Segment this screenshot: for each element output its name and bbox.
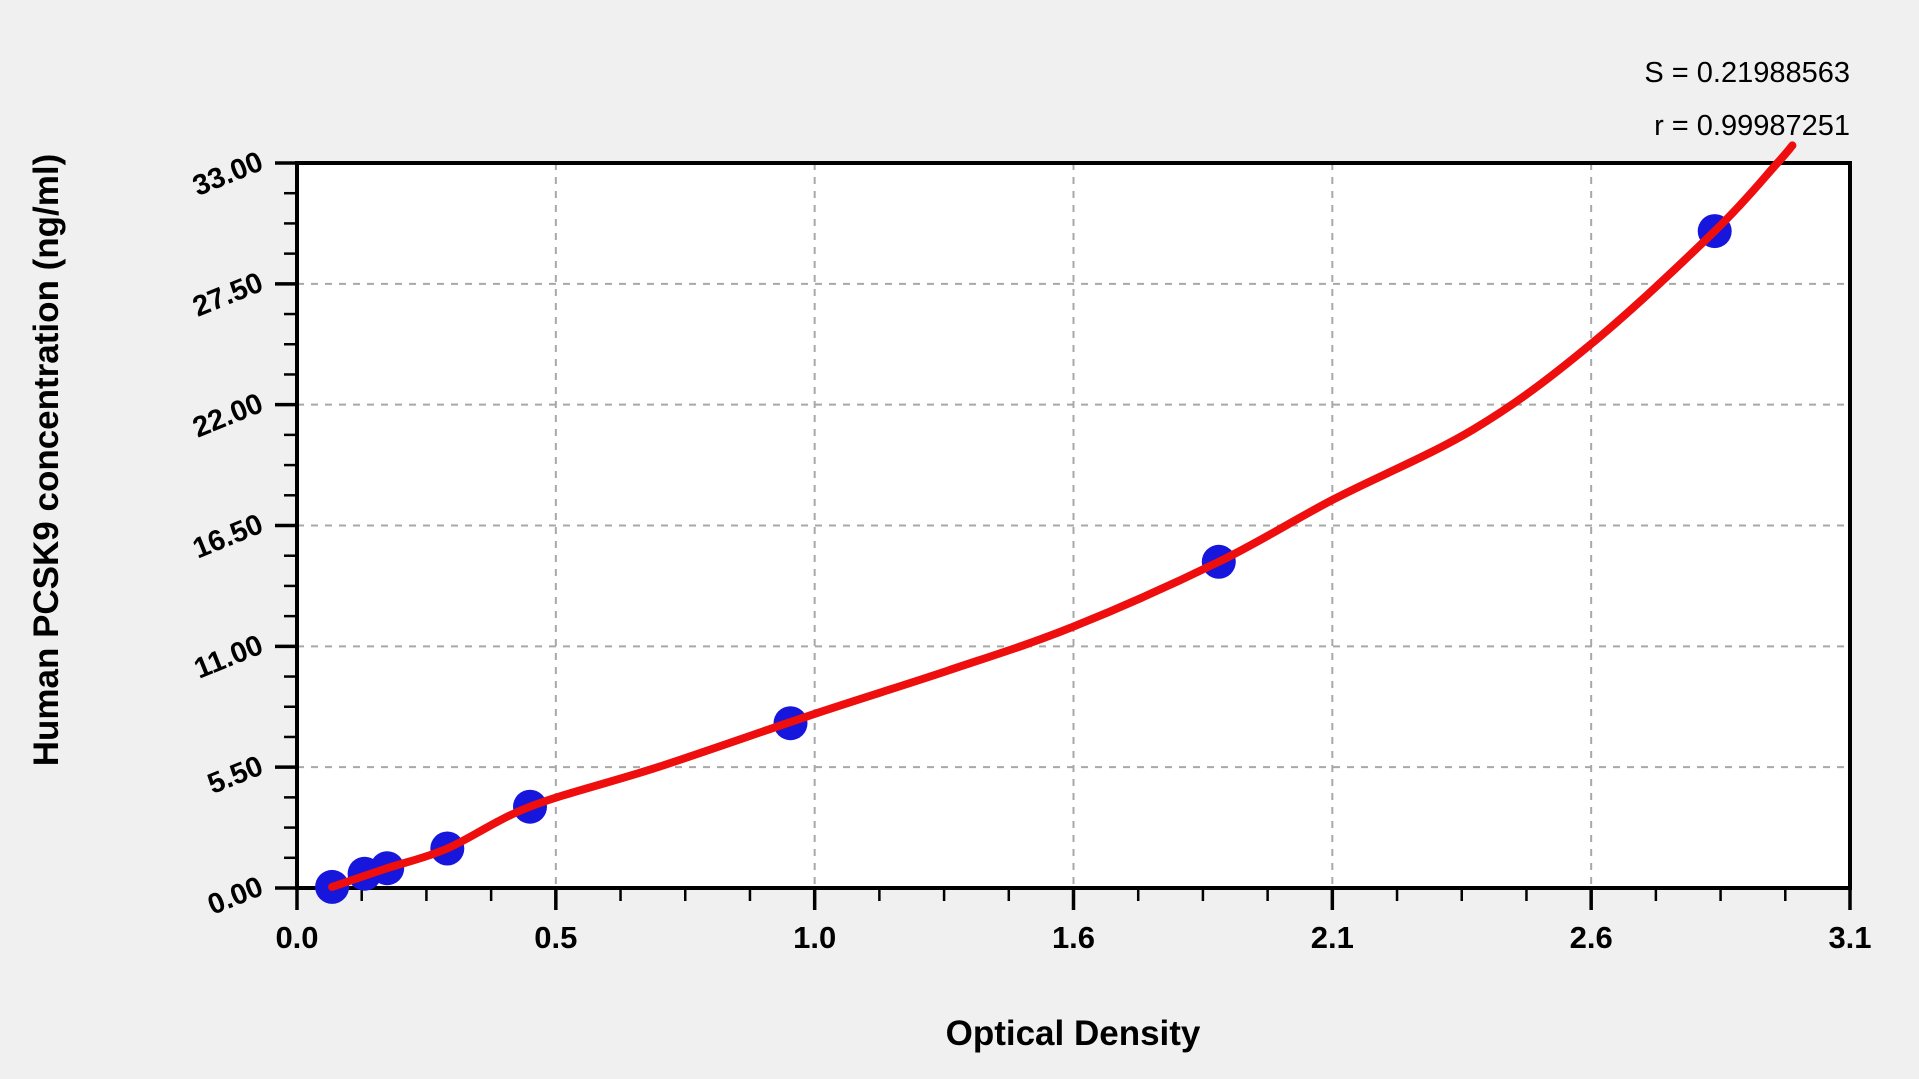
gridlines xyxy=(297,163,1850,888)
x-tick-label: 2.6 xyxy=(1570,920,1613,955)
x-tick-label: 3.1 xyxy=(1828,920,1871,955)
y-tick-label: 16.50 xyxy=(188,508,267,565)
s-statistic-annotation: S = 0.21988563 xyxy=(1644,57,1850,89)
regression-curve xyxy=(328,141,1797,891)
y-axis-title: Human PCSK9 concentration (ng/ml) xyxy=(27,154,66,767)
fitted-curve xyxy=(328,141,1797,891)
r-statistic-annotation: r = 0.99987251 xyxy=(1654,110,1850,142)
y-tick-label: 5.50 xyxy=(203,750,267,801)
x-tick-label: 2.1 xyxy=(1311,920,1354,955)
y-tick-label: 11.00 xyxy=(190,629,268,685)
x-tick-label: 1.0 xyxy=(793,920,836,955)
x-tick-label: 1.6 xyxy=(1052,920,1095,955)
y-tick-label: 0.00 xyxy=(203,871,267,922)
x-axis-title: Optical Density xyxy=(946,1014,1201,1053)
x-tick-label: 0.5 xyxy=(534,920,577,955)
x-tick-label: 0.0 xyxy=(275,920,318,955)
y-tick-label: 33.00 xyxy=(188,146,267,203)
axis-ticks xyxy=(275,161,1852,910)
y-tick-label: 22.00 xyxy=(188,387,267,444)
y-tick-label: 27.50 xyxy=(188,267,267,324)
